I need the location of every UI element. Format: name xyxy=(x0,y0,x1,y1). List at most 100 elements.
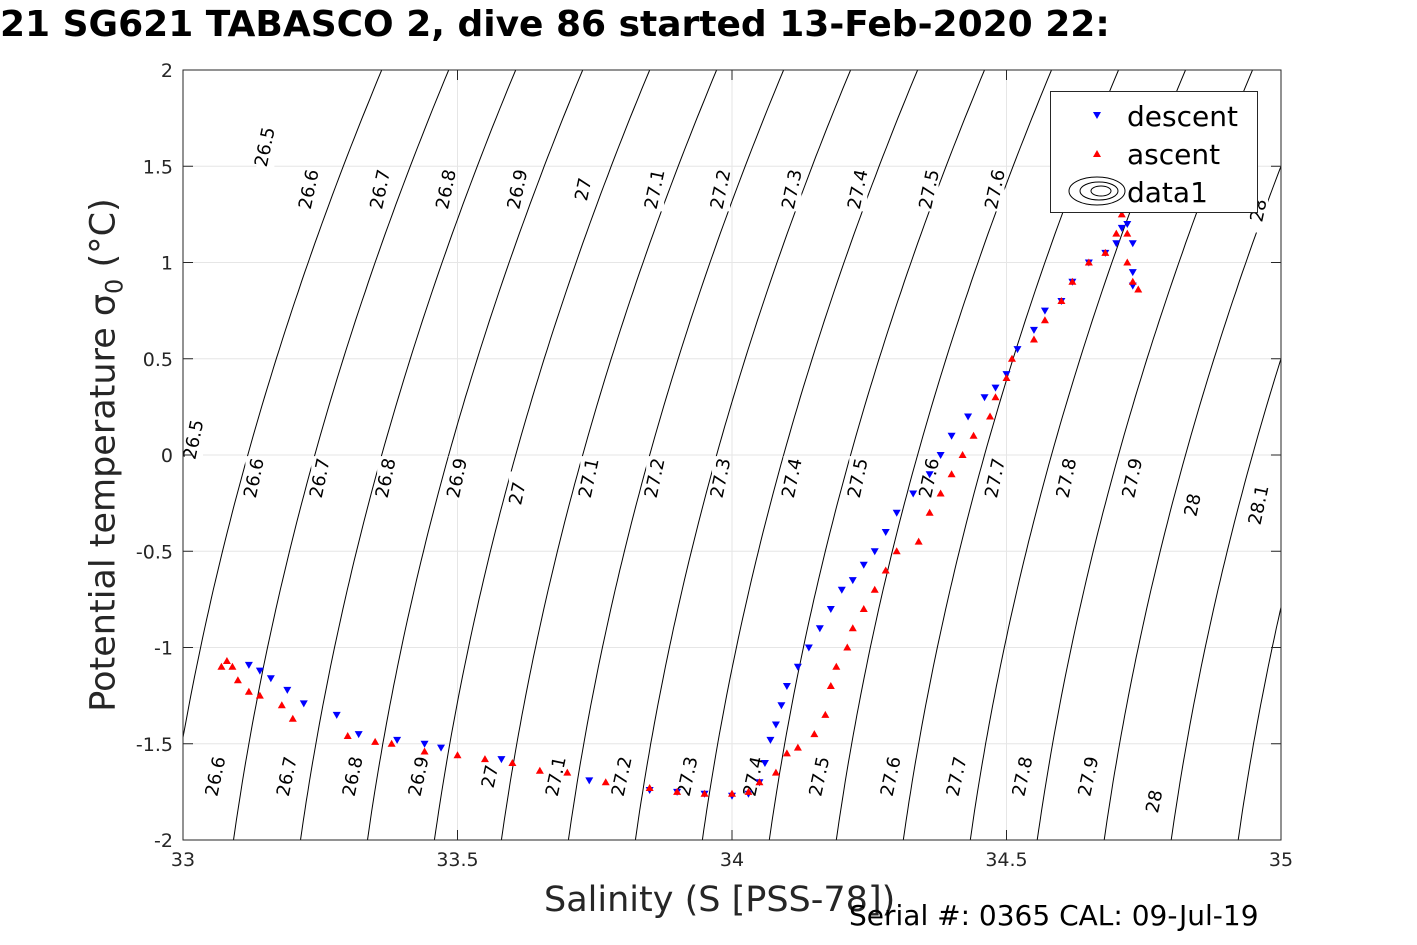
legend: descent ascent data1 xyxy=(1050,91,1258,213)
contour-label-bg xyxy=(508,471,527,516)
ascent-point xyxy=(453,751,462,759)
y-tick-label: -1.5 xyxy=(136,734,173,756)
ascent-point xyxy=(343,732,352,740)
descent-point xyxy=(393,736,402,744)
descent-point xyxy=(804,644,813,652)
contour-icon xyxy=(1068,176,1126,206)
ascent-point xyxy=(673,787,682,795)
contour-labels: 26.526.6 26.7 26.8 26.9 27 27.1 27.2 27.3 27.4 27… xyxy=(180,125,1273,824)
descent-point xyxy=(299,700,308,708)
ascent-point xyxy=(288,714,297,722)
descent-point xyxy=(760,760,769,767)
contour-label-bg xyxy=(1145,779,1164,824)
ascent-point xyxy=(508,759,517,766)
descent-point xyxy=(964,413,973,421)
ascent-point xyxy=(881,566,890,574)
ascent-point xyxy=(1101,248,1110,256)
ascent-point xyxy=(1123,229,1132,237)
ascent-point xyxy=(771,768,780,776)
ascent-point xyxy=(1134,285,1143,293)
y-tick-label: -2 xyxy=(154,830,173,852)
x-tick-label: 34 xyxy=(720,849,744,871)
ascent-point xyxy=(1002,374,1011,381)
descent-point xyxy=(1013,346,1022,354)
contour-label-bg xyxy=(481,754,500,799)
contour-label-bg xyxy=(849,167,868,212)
isopycnal-line xyxy=(1237,605,1281,840)
contour-label-bg xyxy=(646,167,665,212)
ascent-point xyxy=(1112,229,1121,237)
ascent-point xyxy=(925,508,934,516)
data-series xyxy=(217,210,1143,800)
contour-label-bg xyxy=(300,167,319,212)
contour-label-bg xyxy=(613,754,632,799)
contour-label-bg xyxy=(184,417,203,462)
ascent-point xyxy=(1084,258,1093,266)
descent-point xyxy=(991,384,1000,392)
series-descent xyxy=(244,221,1137,800)
ascent-point xyxy=(1068,277,1077,285)
series-ascent xyxy=(217,210,1143,797)
ascent-point xyxy=(826,682,835,689)
descent-point xyxy=(815,625,824,633)
contour-label-bg xyxy=(712,456,731,501)
y-axis-label-symbol: σ xyxy=(83,293,124,317)
y-tick-label: 2 xyxy=(161,60,173,82)
ascent-point xyxy=(535,766,544,774)
ascent-point xyxy=(645,784,654,792)
ascent-point xyxy=(782,749,791,757)
descent-point xyxy=(585,777,594,785)
descent-point xyxy=(881,529,890,536)
descent-point xyxy=(766,736,775,744)
descent-point xyxy=(980,394,989,402)
y-tick-label: 1.5 xyxy=(143,156,173,178)
contour-label-bg xyxy=(344,754,363,799)
descent-point xyxy=(837,586,846,594)
legend-item-data1: data1 xyxy=(1051,172,1257,210)
ascent-point xyxy=(843,643,852,651)
ascent-point xyxy=(1029,335,1038,343)
contour-label-bg xyxy=(1057,456,1076,501)
ascent-point xyxy=(1040,316,1049,324)
contour-label-bg xyxy=(783,456,802,501)
x-axis-label: Salinity (S [PSS-78]) xyxy=(544,880,896,920)
descent-point xyxy=(771,721,780,729)
ascent-point xyxy=(958,451,967,458)
isopycnal-line xyxy=(366,70,584,840)
ascent-point xyxy=(728,789,736,797)
descent-point xyxy=(255,667,264,675)
serial-cal-footer: Serial #: 0365 CAL: 09-Jul-19 xyxy=(849,899,1259,932)
descent-point xyxy=(892,509,901,517)
x-tick-label: 33.5 xyxy=(436,849,478,871)
descent-point xyxy=(848,577,857,585)
contour-label-bg xyxy=(810,754,829,799)
descent-point xyxy=(420,740,429,748)
legend-label-descent: descent xyxy=(1127,100,1238,133)
ascent-point xyxy=(821,710,830,718)
ascent-point xyxy=(892,547,901,555)
ascent-point xyxy=(255,691,264,699)
contour-label-bg xyxy=(377,456,396,501)
ascent-point xyxy=(859,605,868,612)
contour-label-bg xyxy=(986,167,1005,212)
ascent-point xyxy=(744,787,753,795)
ascent-point xyxy=(1128,277,1137,285)
ascent-marker-icon xyxy=(1093,150,1101,157)
ascent-point xyxy=(601,778,610,786)
contour-label-bg xyxy=(311,456,330,501)
descent-point xyxy=(266,675,275,683)
descent-point xyxy=(283,686,292,694)
contour-label-bg xyxy=(547,754,566,799)
contour-label-bg xyxy=(256,125,275,169)
ascent-point xyxy=(700,789,709,797)
descent-point xyxy=(497,756,506,764)
ascent-point xyxy=(233,676,242,684)
y-axis-label-text: Potential temperature xyxy=(83,327,124,712)
descent-point xyxy=(244,661,253,669)
y-axis-label-unit: (°C) xyxy=(83,198,124,268)
contour-label-bg xyxy=(1250,483,1269,528)
isopycnal-line xyxy=(1304,70,1417,850)
ascent-point xyxy=(947,470,956,478)
descent-point xyxy=(947,432,956,440)
descent-point xyxy=(826,606,835,613)
